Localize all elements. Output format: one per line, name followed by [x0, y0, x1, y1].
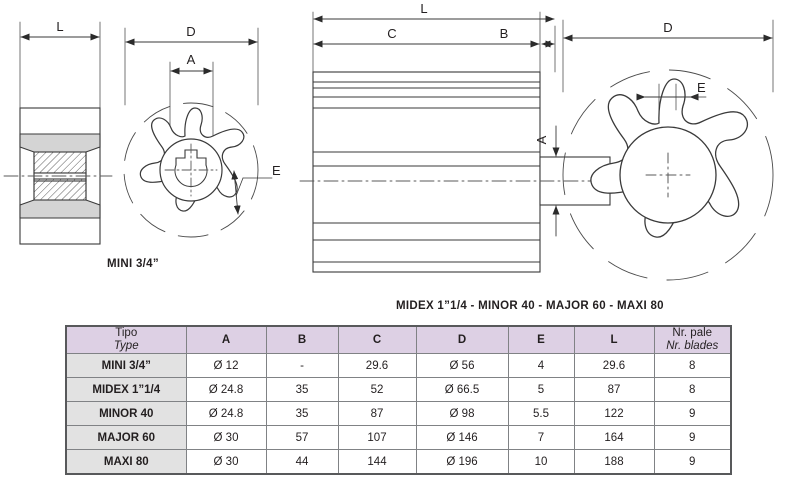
cell-c: 107 — [337, 425, 417, 451]
spec-table: Tipo Type A B C D E L Nr. pale Nr. blade… — [65, 325, 732, 476]
cell-a: Ø 30 — [185, 449, 267, 475]
cell-type: MAJOR 60 — [65, 425, 187, 451]
header-d: D — [415, 325, 509, 355]
header-row: Tipo Type A B C D E L Nr. pale Nr. blade… — [65, 325, 732, 355]
cell-b: 35 — [265, 401, 339, 427]
cell-e: 7 — [507, 425, 575, 451]
section-view-left: L — [3, 19, 113, 245]
side-view-middle: L C B — [299, 1, 626, 273]
cell-e: 4 — [507, 353, 575, 379]
cell-blades: 9 — [653, 401, 732, 427]
table-row: MINOR 40 Ø 24.8 35 87 Ø 98 5.5 122 9 — [65, 401, 732, 427]
cell-type: MAXI 80 — [65, 449, 187, 475]
header-type-en: Type — [113, 340, 139, 353]
header-type: Tipo Type — [65, 325, 187, 355]
svg-text:B: B — [500, 26, 509, 41]
cell-type: MIDEX 1”1/4 — [65, 377, 187, 403]
svg-text:D: D — [186, 24, 195, 39]
cell-l: 122 — [573, 401, 655, 427]
face-view-mini: D A — [123, 24, 281, 238]
cell-blades: 9 — [653, 425, 732, 451]
table-body: MINI 3/4” Ø 12-29.6 Ø 56 4 29.6 8 MIDEX 1”1/4 Ø… — [65, 353, 732, 475]
cell-c: 87 — [337, 401, 417, 427]
cell-type: MINOR 40 — [65, 401, 187, 427]
header-c: C — [337, 325, 417, 355]
technical-drawing-svg: L — [3, 1, 774, 281]
table-header: Tipo Type A B C D E L Nr. pale Nr. blade… — [65, 325, 732, 355]
header-a: A — [185, 325, 267, 355]
table-row: MAXI 80 Ø 30 44 144 Ø 196 10 188 9 — [65, 449, 732, 475]
header-l: L — [573, 325, 655, 355]
svg-text:L: L — [56, 19, 63, 34]
cell-c: 29.6 — [337, 353, 417, 379]
header-blades-en: Nr. blades — [666, 340, 719, 353]
cell-d: Ø 98 — [415, 401, 509, 427]
cell-d: Ø 196 — [415, 449, 509, 475]
cell-b: 35 — [265, 377, 339, 403]
header-e: E — [507, 325, 575, 355]
cell-d: Ø 56 — [415, 353, 509, 379]
cell-b: 44 — [265, 449, 339, 475]
cell-l: 188 — [573, 449, 655, 475]
cell-d: Ø 146 — [415, 425, 509, 451]
svg-text:L: L — [420, 1, 427, 16]
header-blades: Nr. pale Nr. blades — [653, 325, 732, 355]
cell-b: 57 — [265, 425, 339, 451]
table-row: MAJOR 60 Ø 30 57 107 Ø 146 7 164 9 — [65, 425, 732, 451]
table-row: MIDEX 1”1/4 Ø 24.8 35 52 Ø 66.5 5 87 8 — [65, 377, 732, 403]
face-view-large: D E — [562, 19, 774, 281]
caption-models: MIDEX 1”1/4 - MINOR 40 - MAJOR 60 - MAXI… — [396, 300, 664, 312]
svg-text:A: A — [187, 52, 196, 67]
table-row: MINI 3/4” Ø 12-29.6 Ø 56 4 29.6 8 — [65, 353, 732, 379]
cell-a: Ø 24.8 — [185, 377, 267, 403]
header-type-it: Tipo — [115, 327, 138, 339]
cell-e: 10 — [507, 449, 575, 475]
cell-a: Ø 12 — [185, 353, 267, 379]
cell-b: - — [265, 353, 339, 379]
cell-d: Ø 66.5 — [415, 377, 509, 403]
cell-l: 29.6 — [573, 353, 655, 379]
cell-blades: 8 — [653, 377, 732, 403]
cell-e: 5 — [507, 377, 575, 403]
cell-e: 5.5 — [507, 401, 575, 427]
svg-text:C: C — [387, 26, 396, 41]
cell-type: MINI 3/4” — [65, 353, 187, 379]
svg-text:E: E — [272, 163, 281, 178]
cell-l: 87 — [573, 377, 655, 403]
cell-a: Ø 30 — [185, 425, 267, 451]
cell-blades: 9 — [653, 449, 732, 475]
cell-c: 144 — [337, 449, 417, 475]
cell-blades: 8 — [653, 353, 732, 379]
caption-mini: MINI 3/4” — [107, 258, 159, 270]
header-blades-it: Nr. pale — [672, 327, 713, 339]
svg-text:A: A — [534, 135, 549, 144]
svg-text:E: E — [697, 80, 706, 95]
spec-table-wrapper: Tipo Type A B C D E L Nr. pale Nr. blade… — [65, 325, 732, 476]
cell-a: Ø 24.8 — [185, 401, 267, 427]
header-b: B — [265, 325, 339, 355]
cell-c: 52 — [337, 377, 417, 403]
cell-l: 164 — [573, 425, 655, 451]
svg-text:D: D — [663, 20, 672, 35]
